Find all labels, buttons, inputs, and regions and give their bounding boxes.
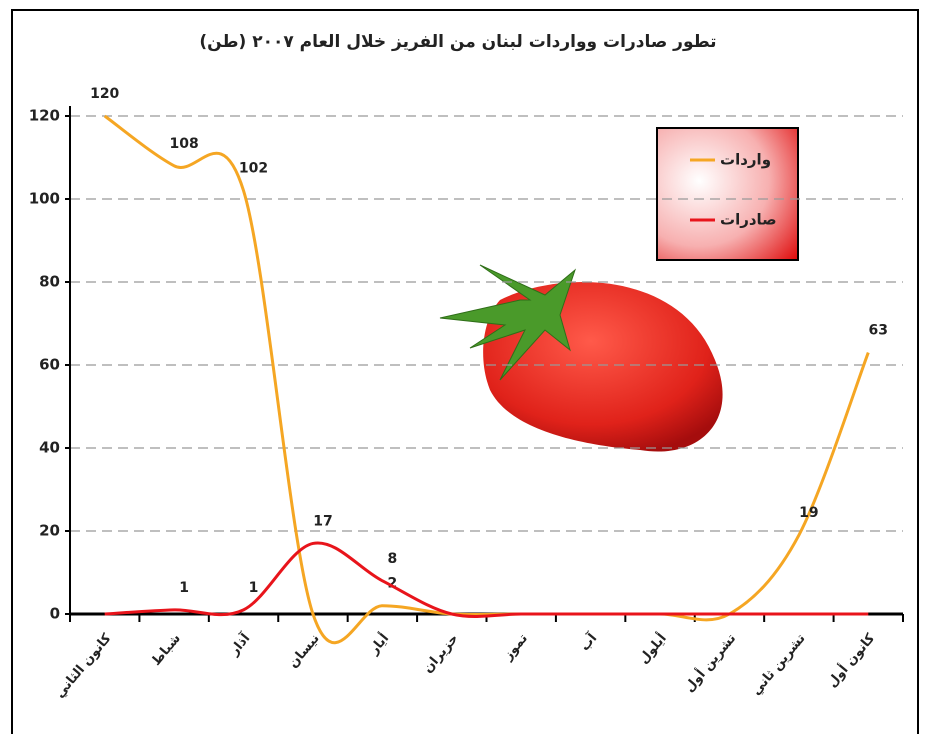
chart-title: تطور صادرات وواردات لبنان من الفريز خلال… bbox=[199, 32, 716, 52]
frame bbox=[12, 10, 918, 734]
y-tick-label: 40 bbox=[39, 439, 60, 457]
y-tick-label: 100 bbox=[29, 190, 60, 208]
y-tick-label: 20 bbox=[39, 522, 60, 540]
data-label: 108 bbox=[170, 136, 199, 152]
y-tick-label: 80 bbox=[39, 273, 60, 291]
legend-label: واردات bbox=[720, 151, 771, 169]
legend-box bbox=[657, 128, 798, 260]
y-tick-label: 60 bbox=[39, 356, 60, 374]
y-tick-label: 0 bbox=[50, 605, 60, 623]
chart: تطور صادرات وواردات لبنان من الفريز خلال… bbox=[0, 0, 925, 734]
legend: واردات صادرات bbox=[657, 128, 798, 260]
data-label: 19 bbox=[799, 505, 818, 521]
data-label: 120 bbox=[90, 86, 119, 102]
data-label: 1 bbox=[249, 580, 259, 596]
y-tick-label: 120 bbox=[29, 107, 60, 125]
data-label: 17 bbox=[313, 513, 332, 529]
data-label: 8 bbox=[388, 551, 398, 567]
data-label: 1 bbox=[179, 580, 189, 596]
data-label: 102 bbox=[239, 161, 268, 177]
data-label: 63 bbox=[869, 323, 888, 339]
legend-label: صادرات bbox=[720, 211, 777, 229]
